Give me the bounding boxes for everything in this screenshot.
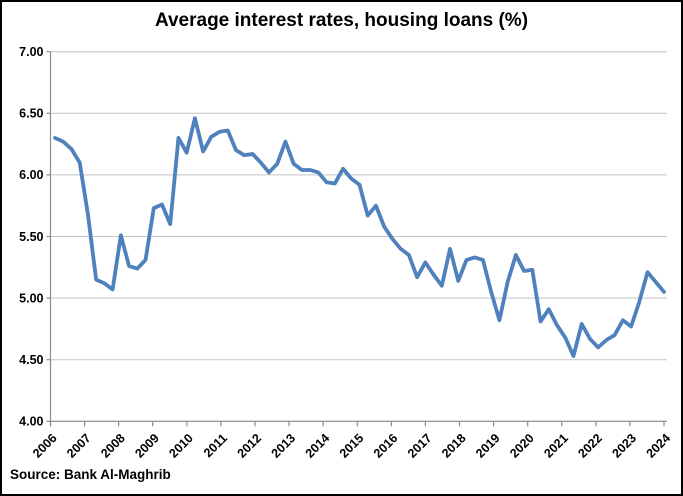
y-axis-label: 5.00	[19, 291, 43, 305]
x-axis-label: 2010	[166, 431, 196, 461]
x-axis-label: 2012	[235, 431, 265, 461]
x-axis-label: 2024	[644, 431, 674, 461]
chart-title: Average interest rates, housing loans (%…	[154, 10, 529, 31]
y-axis-label: 4.00	[19, 415, 43, 429]
y-axis-label: 4.50	[19, 353, 43, 367]
y-axis-label: 7.00	[19, 45, 43, 59]
x-axis-label: 2019	[473, 431, 503, 461]
x-axis-label: 2006	[30, 431, 60, 461]
x-axis-label: 2014	[303, 431, 333, 461]
x-axis-label: 2018	[439, 431, 469, 461]
x-axis-label: 2008	[98, 431, 128, 461]
x-axis-label: 2021	[541, 431, 571, 461]
x-axis-label: 2015	[337, 431, 367, 461]
interest-rate-line	[53, 116, 666, 358]
y-axis-label: 5.50	[19, 230, 43, 244]
x-axis-label: 2007	[64, 431, 94, 461]
x-axis-label: 2022	[575, 431, 605, 461]
x-axis-label: 2009	[132, 431, 162, 461]
x-axis-label: 2020	[507, 431, 537, 461]
x-axis-label: 2013	[269, 431, 299, 461]
x-axis-label: 2023	[609, 431, 639, 461]
x-axis-label: 2011	[201, 431, 230, 460]
y-axis-label: 6.00	[19, 168, 43, 182]
y-axis-label: 6.50	[19, 107, 43, 121]
x-axis-label: 2017	[405, 431, 435, 461]
source-note: Source: Bank Al-Maghrib	[10, 467, 171, 482]
x-axis-label: 2016	[371, 431, 401, 461]
